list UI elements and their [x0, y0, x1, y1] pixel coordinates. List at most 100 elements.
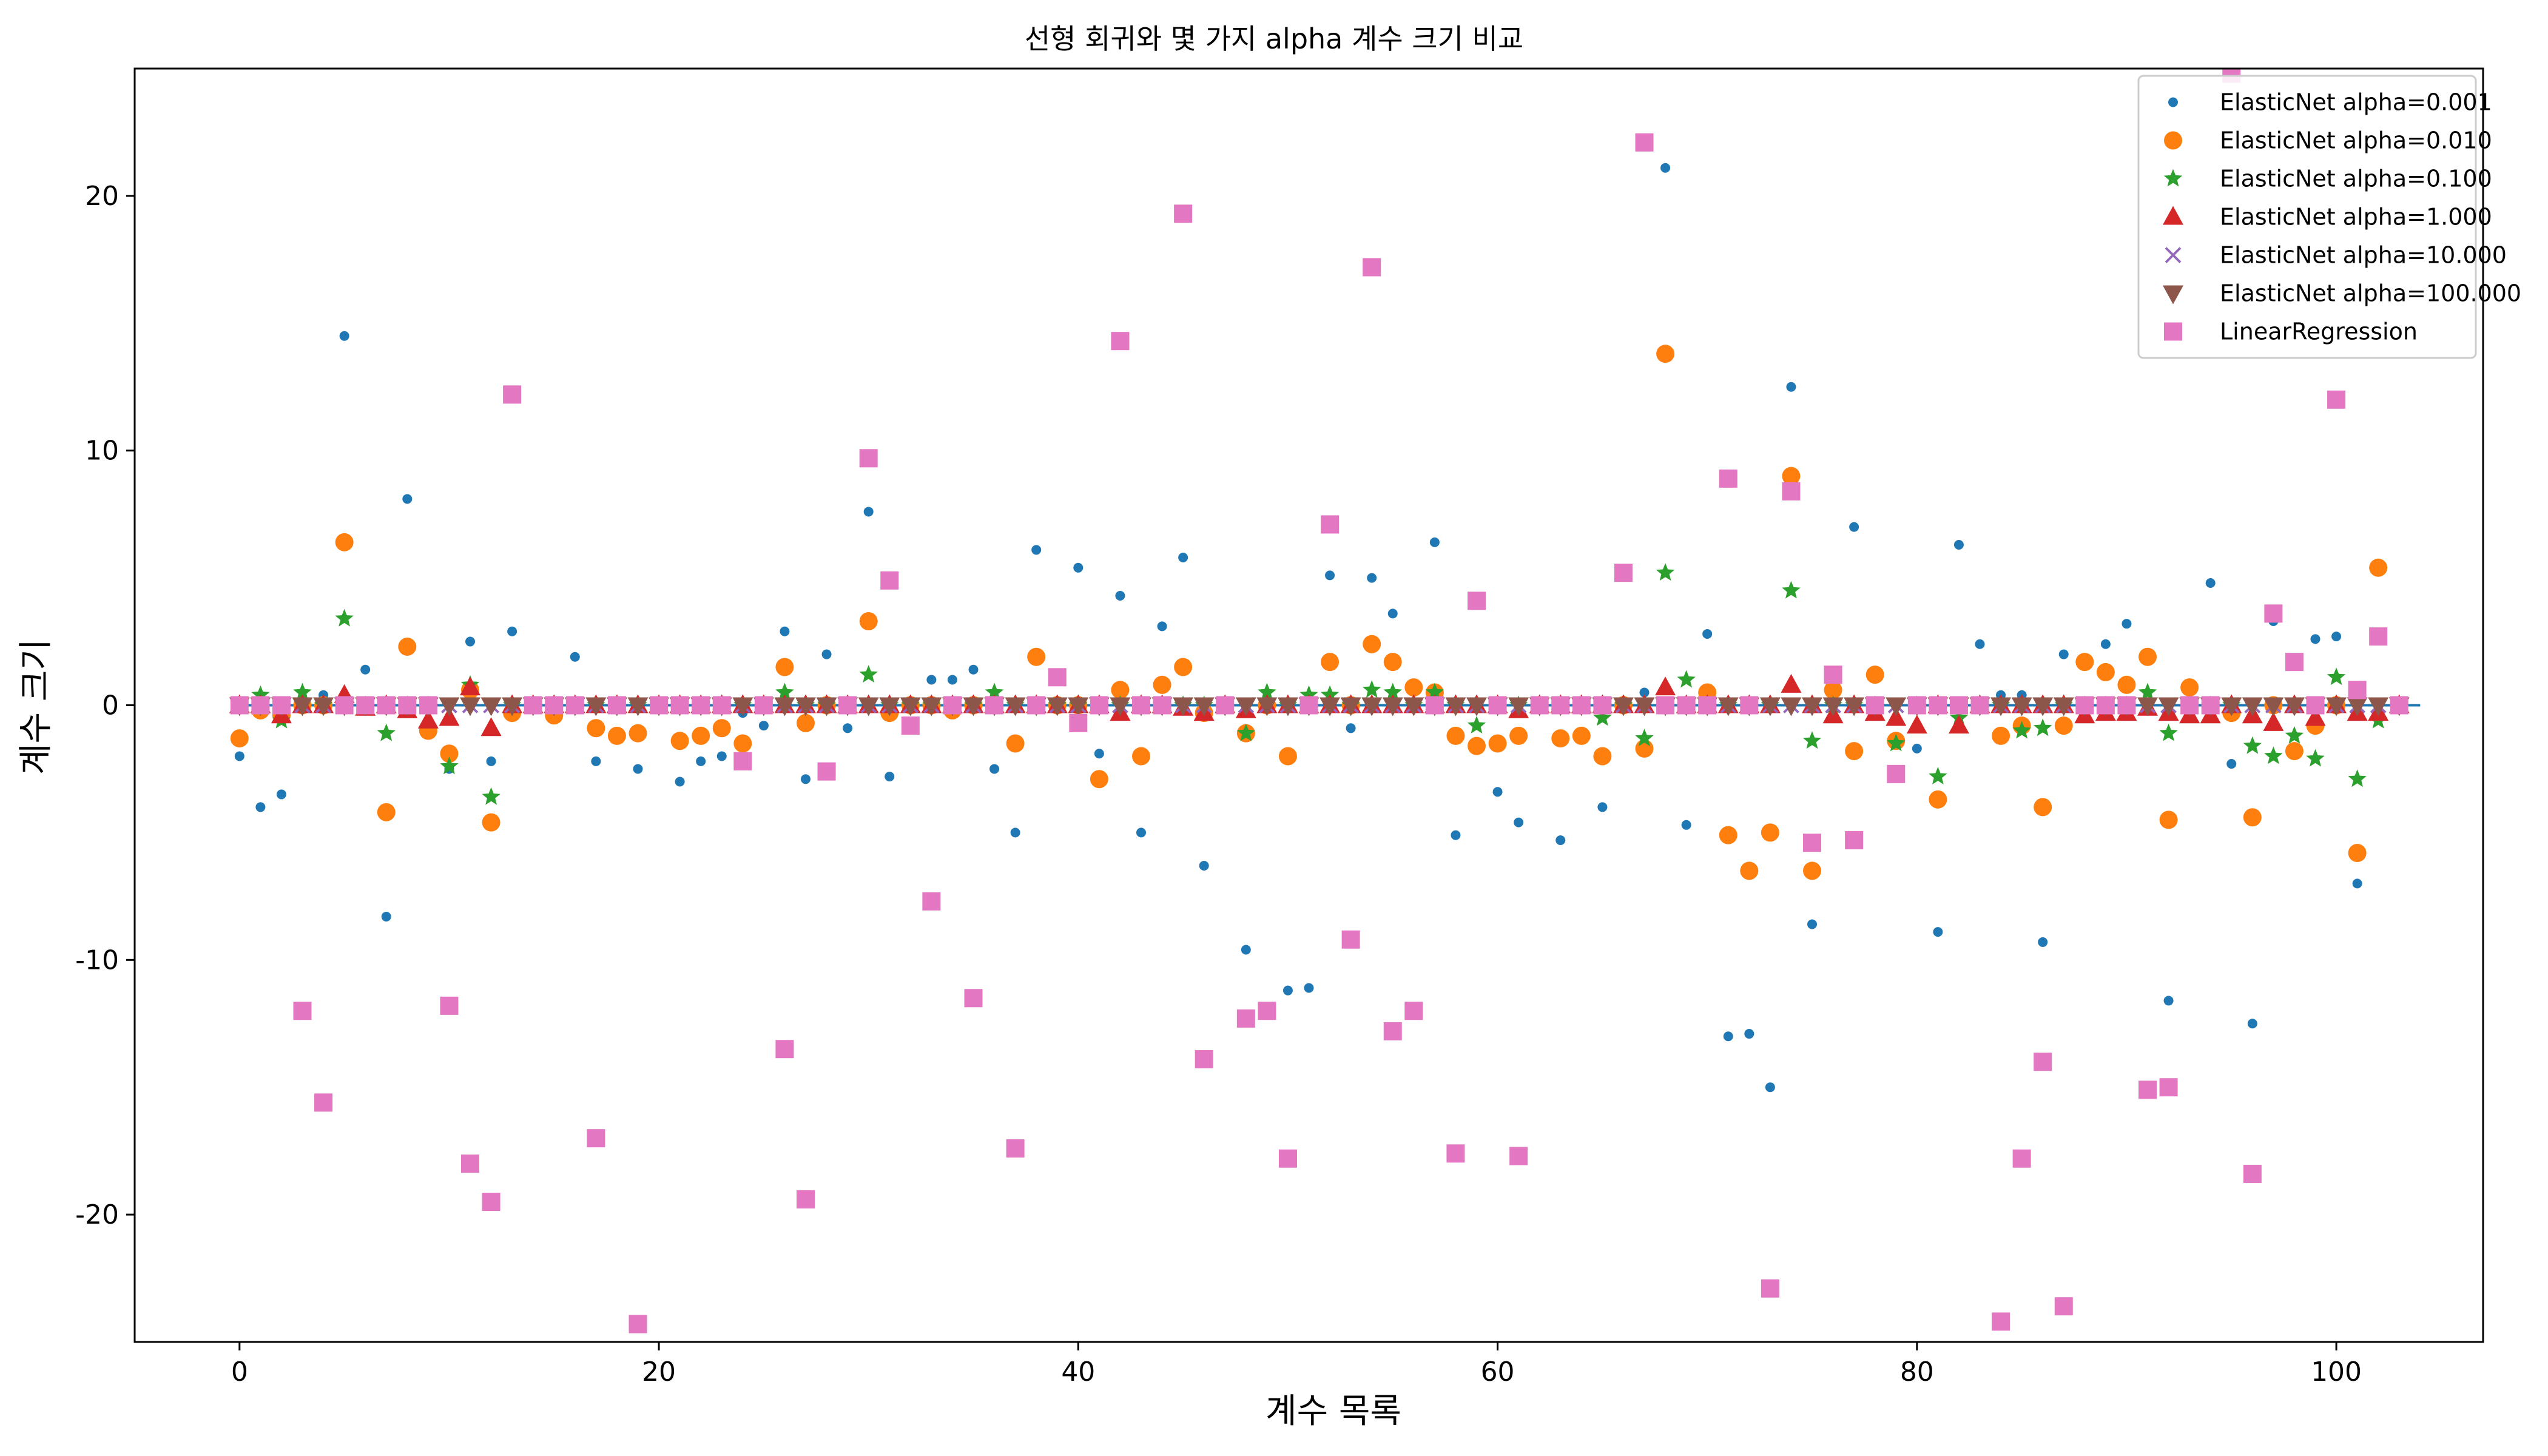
data-point — [524, 696, 542, 715]
x-axis-label: 계수 목록 — [1266, 1392, 1401, 1431]
data-point — [1845, 831, 1864, 849]
data-point — [1866, 696, 1884, 715]
data-point — [2348, 681, 2367, 699]
data-point — [1466, 697, 1487, 716]
data-point — [1341, 930, 1360, 949]
data-point — [2263, 712, 2284, 731]
data-point — [2285, 742, 2304, 761]
data-point — [2038, 937, 2048, 947]
data-point — [419, 696, 437, 715]
x-tick-label: 60 — [1481, 1357, 1515, 1387]
data-point — [1740, 861, 1759, 880]
data-point — [2100, 639, 2111, 649]
data-point — [2352, 878, 2362, 889]
legend-marker — [2163, 285, 2183, 305]
data-point — [1195, 1050, 1213, 1069]
data-point — [692, 726, 710, 745]
data-point — [627, 697, 649, 716]
legend-label: ElasticNet alpha=0.010 — [2220, 127, 2492, 154]
data-point — [2283, 697, 2305, 716]
data-point — [859, 612, 878, 630]
data-point — [234, 751, 244, 761]
data-point — [335, 696, 354, 715]
data-point — [570, 652, 580, 662]
data-point — [1256, 697, 1278, 716]
data-point — [402, 494, 413, 504]
data-point — [1782, 581, 1801, 599]
data-point — [1068, 697, 1089, 716]
data-point — [801, 774, 811, 784]
data-point — [360, 664, 371, 675]
data-point — [1886, 707, 1907, 726]
data-point — [629, 1315, 647, 1333]
data-point — [629, 724, 647, 743]
data-point — [926, 675, 937, 685]
legend-label: ElasticNet alpha=100.000 — [2220, 280, 2521, 307]
data-point — [1761, 1279, 1779, 1298]
data-point — [1593, 747, 1612, 766]
data-point — [335, 608, 354, 627]
data-point — [1468, 736, 1486, 755]
data-point — [480, 697, 502, 716]
data-point — [1174, 658, 1193, 676]
data-point — [2201, 696, 2220, 715]
data-point — [314, 1093, 333, 1112]
data-point — [1404, 1002, 1423, 1020]
data-point — [1090, 770, 1108, 789]
data-point — [1174, 204, 1193, 223]
data-point — [255, 802, 266, 812]
data-point — [1933, 927, 1943, 937]
data-point — [1277, 697, 1298, 716]
data-point — [921, 697, 942, 716]
data-point — [670, 732, 689, 750]
series-0 — [234, 163, 2404, 1093]
data-point — [1929, 696, 1947, 715]
data-point — [1782, 482, 1801, 500]
data-point — [1614, 564, 1633, 582]
data-point — [1907, 696, 1926, 715]
data-point — [1970, 696, 1989, 715]
data-point — [1387, 608, 1398, 619]
data-point — [1451, 830, 1461, 840]
data-point — [2285, 726, 2304, 744]
data-point — [1235, 697, 1256, 716]
data-point — [774, 697, 795, 716]
data-point — [1320, 697, 1341, 716]
x-tick-label: 100 — [2311, 1357, 2362, 1387]
data-point — [1304, 983, 1314, 993]
data-point — [1346, 723, 1356, 733]
data-point — [230, 729, 249, 748]
data-point — [1613, 697, 1634, 716]
data-point — [1572, 696, 1591, 715]
data-point — [565, 696, 584, 715]
data-point — [1509, 1147, 1528, 1165]
data-point — [1572, 726, 1591, 745]
data-point — [2310, 634, 2320, 644]
data-point — [2075, 696, 2094, 715]
data-point — [1367, 573, 1377, 583]
data-point — [2285, 653, 2304, 672]
data-point — [1740, 696, 1759, 715]
data-point — [1593, 696, 1612, 715]
data-point — [545, 696, 564, 715]
data-point — [377, 803, 396, 821]
data-point — [797, 713, 815, 732]
data-point — [1990, 697, 2012, 716]
data-point — [1153, 675, 1171, 694]
x-tick-label: 0 — [231, 1357, 248, 1387]
data-point — [2226, 759, 2237, 769]
data-point — [313, 697, 334, 716]
data-point — [733, 752, 752, 770]
data-point — [817, 762, 836, 781]
legend-item-4: ElasticNet alpha=10.000 — [2165, 242, 2507, 269]
data-point — [1027, 647, 1046, 666]
data-point — [985, 696, 1004, 715]
x-tick-label: 80 — [1900, 1357, 1934, 1387]
data-point — [795, 697, 816, 716]
data-point — [465, 636, 475, 647]
data-point — [1634, 697, 1655, 716]
data-point — [879, 697, 900, 716]
x-tick-label: 40 — [1061, 1357, 1095, 1387]
